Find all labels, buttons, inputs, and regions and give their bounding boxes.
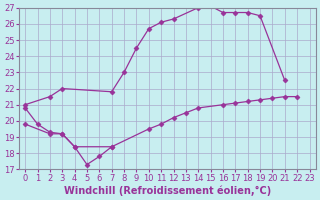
X-axis label: Windchill (Refroidissement éolien,°C): Windchill (Refroidissement éolien,°C): [64, 185, 271, 196]
